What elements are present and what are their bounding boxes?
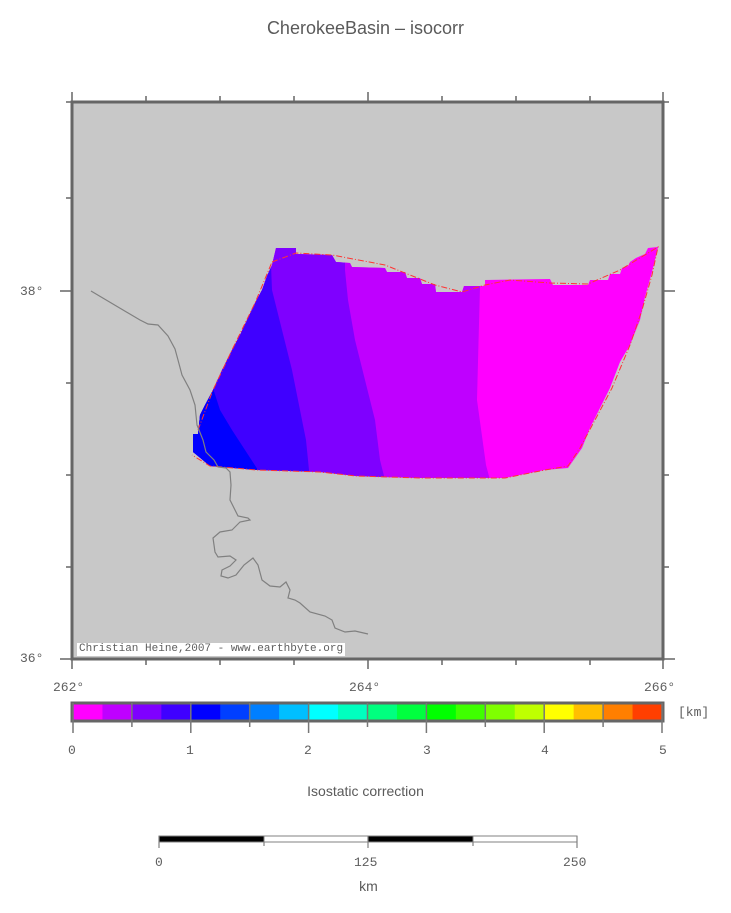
frame-ticks bbox=[60, 92, 675, 669]
colorbar-bin bbox=[485, 704, 516, 720]
scale-unit: km bbox=[359, 878, 378, 894]
colorbar-unit: [km] bbox=[678, 705, 710, 720]
scale-tick-125: 125 bbox=[354, 855, 378, 870]
colorbar-bin bbox=[249, 704, 280, 720]
colorbar-bin bbox=[190, 704, 221, 720]
credit-label: Christian Heine,2007 - www.earthbyte.org bbox=[77, 643, 346, 656]
colorbar-bin bbox=[396, 704, 427, 720]
lon-label-266: 266° bbox=[644, 680, 676, 695]
colorbar-bin bbox=[220, 704, 251, 720]
colorbar-bin bbox=[603, 704, 634, 720]
river-line bbox=[90, 290, 369, 635]
colorbar-tick-0: 0 bbox=[68, 743, 76, 758]
colorbar-tick-4: 4 bbox=[541, 743, 549, 758]
colorbar-tick-1: 1 bbox=[186, 743, 194, 758]
lat-label-38: 38° bbox=[20, 284, 44, 299]
colorbar-tick-5: 5 bbox=[659, 743, 667, 758]
colorbar-tick-3: 3 bbox=[423, 743, 431, 758]
colorbar-bin bbox=[573, 704, 604, 720]
lon-label-262: 262° bbox=[53, 680, 85, 695]
colorbar-title: Isostatic correction bbox=[307, 783, 424, 799]
colorbar-bin bbox=[455, 704, 486, 720]
scale-tick-0: 0 bbox=[155, 855, 163, 870]
colorbar-bin bbox=[632, 704, 663, 720]
map-title: CherokeeBasin – isocorr bbox=[266, 18, 465, 38]
basin-outline bbox=[191, 245, 659, 479]
colorbar-bin bbox=[426, 704, 457, 720]
colorbar-tick-2: 2 bbox=[304, 743, 312, 758]
colorbar-bin bbox=[73, 704, 103, 720]
lat-label-36: 36° bbox=[20, 651, 44, 666]
colorbar-bin bbox=[161, 704, 192, 720]
colorbar-bin bbox=[367, 704, 398, 720]
lon-label-264: 264° bbox=[349, 680, 381, 695]
scale-bar bbox=[158, 835, 578, 848]
colorbar-bin bbox=[279, 704, 310, 720]
colorbar-bin bbox=[102, 704, 133, 720]
colorbar-bin bbox=[308, 704, 339, 720]
colorbar bbox=[70, 701, 665, 733]
colorbar-bin bbox=[514, 704, 545, 720]
colorbar-bin bbox=[544, 704, 575, 720]
colorbar-bin bbox=[338, 704, 368, 720]
colorbar-bin bbox=[131, 704, 162, 720]
scale-tick-250: 250 bbox=[563, 855, 587, 870]
